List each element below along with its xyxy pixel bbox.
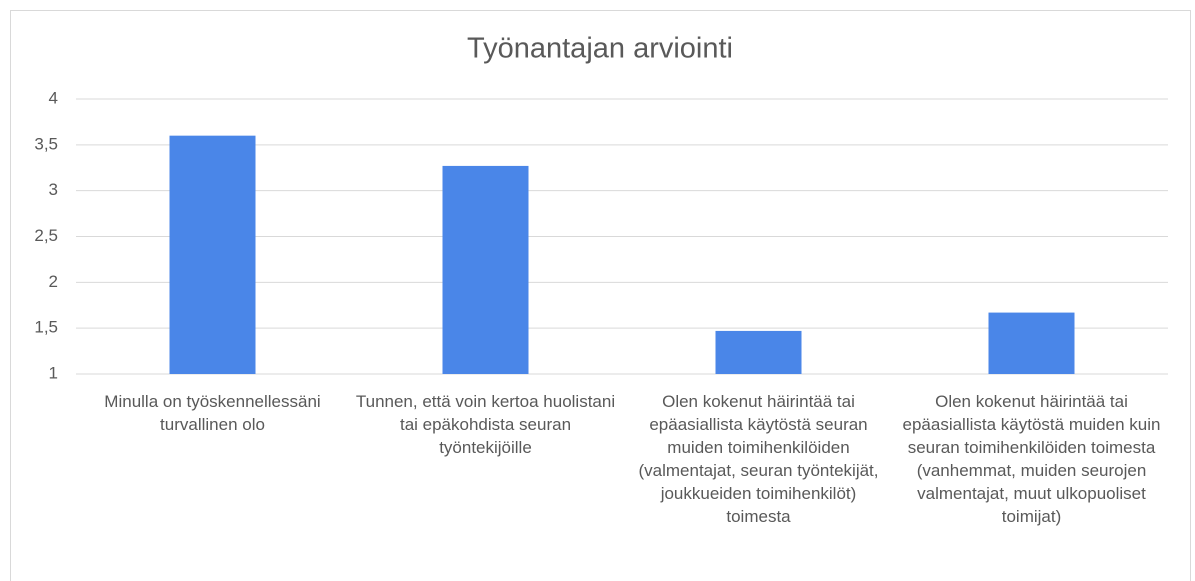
- bar: [169, 135, 256, 374]
- x-tick-label: Minulla on työskennellessäni turvallinen…: [104, 392, 321, 434]
- bar: [715, 330, 802, 374]
- y-tick-label: 1: [49, 363, 58, 382]
- y-tick-label: 4: [49, 88, 58, 107]
- y-tick-label: 2: [49, 272, 58, 291]
- y-tick-label: 3,5: [34, 134, 58, 153]
- x-tick-label: Olen kokenut häirintää tai epäasiallista…: [638, 392, 879, 526]
- y-tick-label: 2,5: [34, 226, 58, 245]
- bar: [988, 312, 1075, 374]
- x-tick-label: Tunnen, että voin kertoa huolistani tai …: [355, 392, 616, 457]
- y-tick-label: 1,5: [34, 318, 58, 337]
- chart-title: Työnantajan arviointi: [467, 33, 733, 65]
- x-tick-label: Olen kokenut häirintää tai epäasiallista…: [902, 392, 1161, 526]
- y-tick-label: 3: [49, 180, 58, 199]
- bar: [442, 165, 529, 374]
